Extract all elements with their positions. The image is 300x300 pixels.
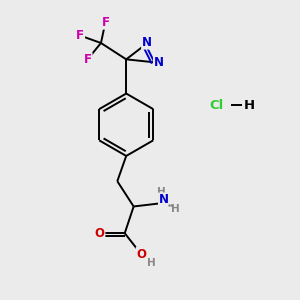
Text: F: F <box>84 53 92 66</box>
Text: N: N <box>159 194 169 206</box>
Text: H: H <box>172 204 180 214</box>
Text: O: O <box>94 227 104 240</box>
Text: H: H <box>157 187 165 197</box>
Text: Cl: Cl <box>210 99 224 112</box>
Text: N: N <box>142 36 152 49</box>
Text: F: F <box>101 16 110 29</box>
Text: O: O <box>137 248 147 260</box>
Text: F: F <box>76 29 84 42</box>
Text: H: H <box>244 99 255 112</box>
Text: N: N <box>154 56 164 69</box>
Text: H: H <box>147 258 156 268</box>
